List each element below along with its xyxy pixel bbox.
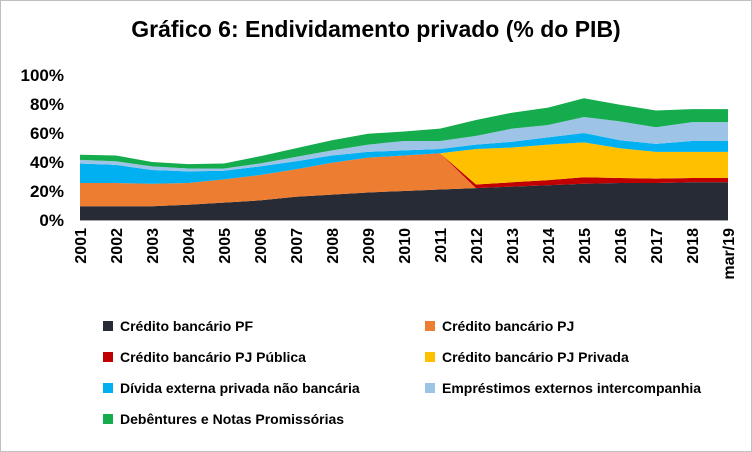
x-tick-label: 2017 xyxy=(649,228,666,264)
legend-swatch xyxy=(103,352,113,362)
legend-item: Dívida externa privada não bancária xyxy=(103,378,360,398)
legend-label: Empréstimos externos intercompanhia xyxy=(442,380,702,396)
legend-item: Debêntures e Notas Promissórias xyxy=(103,409,344,429)
x-tick-label: 2004 xyxy=(181,228,198,264)
legend-item: Empréstimos externos intercompanhia xyxy=(425,378,701,398)
legend-swatch xyxy=(425,321,435,331)
x-tick-label: 2008 xyxy=(325,228,342,264)
legend-swatch xyxy=(425,383,435,393)
x-tick-label: 2009 xyxy=(361,228,378,264)
x-tick-label: 2002 xyxy=(109,228,126,264)
area-series-7 xyxy=(80,98,728,169)
area-series-3 xyxy=(80,153,728,189)
area-series-5 xyxy=(80,133,728,184)
chart-title: Gráfico 6: Endividamento privado (% do P… xyxy=(131,16,621,42)
area-series-4 xyxy=(80,142,728,185)
legend-swatch xyxy=(103,321,113,331)
legend-label: Crédito bancário PJ Privada xyxy=(442,349,629,365)
y-tick-label: 0% xyxy=(39,211,64,230)
legend-label: Crédito bancário PJ Pública xyxy=(120,349,306,365)
legend-swatch xyxy=(103,383,113,393)
legend-swatch xyxy=(425,352,435,362)
legend-label: Crédito bancário PF xyxy=(120,318,254,334)
area-series-2 xyxy=(80,153,728,207)
y-tick-label: 40% xyxy=(30,153,64,172)
y-tick-label: 20% xyxy=(30,182,64,201)
x-tick-label: 2010 xyxy=(397,228,414,264)
legend-item: Crédito bancário PJ xyxy=(425,316,574,336)
x-tick-label: 2007 xyxy=(289,228,306,264)
x-tick-label: 2005 xyxy=(217,228,234,264)
area-series-6 xyxy=(80,117,728,172)
x-tick-label: 2001 xyxy=(73,228,90,264)
legend-label: Debêntures e Notas Promissórias xyxy=(120,411,345,427)
legend-label: Dívida externa privada não bancária xyxy=(120,380,360,396)
x-tick-label: 2011 xyxy=(433,228,450,263)
legend-swatch xyxy=(103,414,113,424)
x-tick-label: 2013 xyxy=(505,228,522,264)
legend-label: Crédito bancário PJ xyxy=(442,318,575,334)
x-tick-label: 2015 xyxy=(577,228,594,264)
x-tick-label: mar/19 xyxy=(721,228,738,280)
legend-item: Crédito bancário PJ Pública xyxy=(103,347,306,367)
x-tick-label: 2003 xyxy=(145,228,162,264)
legend-item: Crédito bancário PJ Privada xyxy=(425,347,629,367)
x-tick-label: 2014 xyxy=(541,228,558,264)
y-tick-label: 80% xyxy=(30,95,64,114)
x-tick-label: 2016 xyxy=(613,228,630,264)
x-tick-label: 2006 xyxy=(253,228,270,264)
y-tick-label: 60% xyxy=(30,124,64,143)
legend-item: Crédito bancário PF xyxy=(103,316,253,336)
x-tick-label: 2012 xyxy=(469,228,486,264)
y-tick-label: 100% xyxy=(21,66,64,85)
area-series-1 xyxy=(80,182,728,220)
x-tick-label: 2018 xyxy=(685,228,702,264)
